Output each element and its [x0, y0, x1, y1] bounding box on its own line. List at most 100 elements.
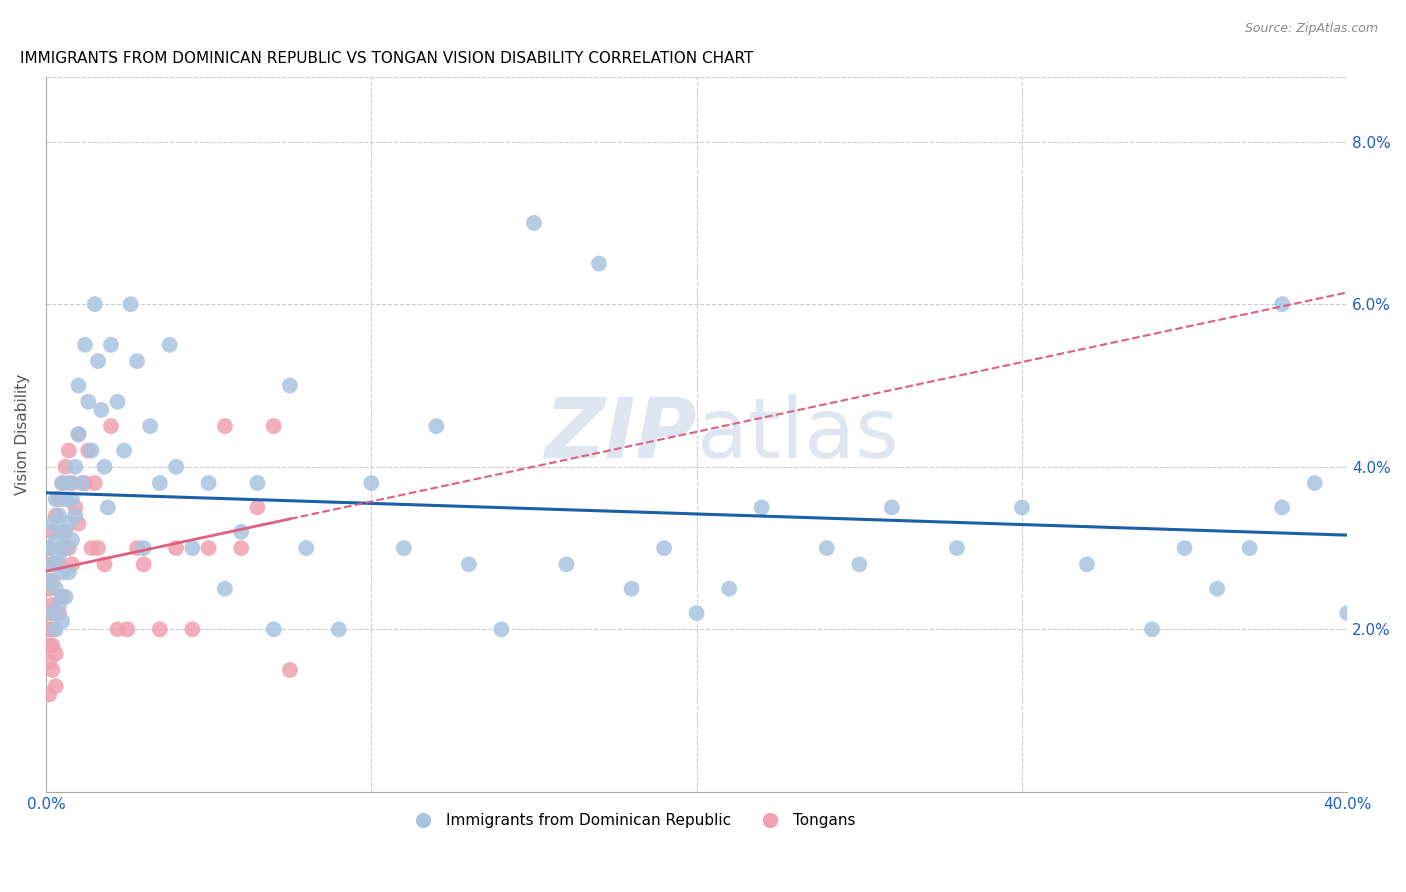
- Point: [139, 419, 162, 434]
- Point: [848, 558, 870, 572]
- Point: [83, 476, 105, 491]
- Point: [73, 476, 96, 491]
- Point: [70, 476, 93, 491]
- Point: [38, 582, 60, 596]
- Point: [149, 623, 172, 637]
- Point: [93, 459, 115, 474]
- Point: [246, 500, 269, 515]
- Point: [685, 606, 707, 620]
- Point: [41, 623, 63, 637]
- Point: [41, 606, 63, 620]
- Point: [58, 516, 80, 531]
- Point: [263, 419, 285, 434]
- Point: [45, 508, 67, 523]
- Point: [65, 508, 87, 523]
- Point: [1239, 541, 1261, 555]
- Point: [41, 558, 63, 572]
- Point: [67, 516, 90, 531]
- Point: [38, 541, 60, 555]
- Point: [107, 623, 129, 637]
- Point: [45, 492, 67, 507]
- Point: [295, 541, 318, 555]
- Point: [87, 354, 110, 368]
- Point: [48, 492, 70, 507]
- Point: [58, 476, 80, 491]
- Point: [328, 623, 350, 637]
- Point: [55, 524, 77, 539]
- Point: [73, 338, 96, 352]
- Point: [45, 647, 67, 661]
- Point: [132, 541, 155, 555]
- Point: [1303, 476, 1326, 491]
- Point: [491, 623, 513, 637]
- Point: [51, 566, 73, 580]
- Point: [1271, 500, 1294, 515]
- Point: [48, 549, 70, 564]
- Point: [278, 378, 301, 392]
- Point: [41, 516, 63, 531]
- Point: [65, 459, 87, 474]
- Y-axis label: Vision Disability: Vision Disability: [15, 374, 30, 495]
- Point: [67, 427, 90, 442]
- Point: [588, 256, 610, 270]
- Point: [38, 558, 60, 572]
- Point: [246, 476, 269, 491]
- Point: [58, 541, 80, 555]
- Point: [1076, 558, 1098, 572]
- Point: [45, 679, 67, 693]
- Point: [55, 541, 77, 555]
- Point: [38, 541, 60, 555]
- Point: [112, 443, 135, 458]
- Point: [149, 476, 172, 491]
- Point: [263, 623, 285, 637]
- Point: [77, 443, 100, 458]
- Point: [55, 590, 77, 604]
- Point: [457, 558, 479, 572]
- Point: [1140, 623, 1163, 637]
- Point: [132, 558, 155, 572]
- Point: [38, 623, 60, 637]
- Point: [197, 541, 219, 555]
- Point: [83, 297, 105, 311]
- Point: [60, 492, 83, 507]
- Point: [80, 541, 103, 555]
- Point: [100, 419, 122, 434]
- Point: [87, 541, 110, 555]
- Point: [125, 541, 148, 555]
- Point: [48, 598, 70, 612]
- Point: [45, 558, 67, 572]
- Point: [117, 623, 139, 637]
- Point: [45, 606, 67, 620]
- Point: [55, 459, 77, 474]
- Point: [165, 541, 187, 555]
- Point: [51, 541, 73, 555]
- Point: [77, 394, 100, 409]
- Point: [45, 533, 67, 547]
- Point: [100, 338, 122, 352]
- Point: [38, 687, 60, 701]
- Point: [620, 582, 643, 596]
- Point: [90, 403, 112, 417]
- Point: [45, 623, 67, 637]
- Point: [214, 582, 236, 596]
- Point: [48, 558, 70, 572]
- Point: [120, 297, 142, 311]
- Point: [41, 558, 63, 572]
- Point: [41, 639, 63, 653]
- Text: IMMIGRANTS FROM DOMINICAN REPUBLIC VS TONGAN VISION DISABILITY CORRELATION CHART: IMMIGRANTS FROM DOMINICAN REPUBLIC VS TO…: [20, 51, 754, 66]
- Point: [67, 427, 90, 442]
- Point: [48, 508, 70, 523]
- Point: [107, 394, 129, 409]
- Point: [51, 590, 73, 604]
- Point: [1271, 297, 1294, 311]
- Point: [97, 500, 120, 515]
- Point: [197, 476, 219, 491]
- Point: [38, 606, 60, 620]
- Point: [946, 541, 969, 555]
- Text: ZIP: ZIP: [544, 393, 696, 475]
- Point: [58, 566, 80, 580]
- Point: [652, 541, 675, 555]
- Point: [48, 606, 70, 620]
- Point: [125, 354, 148, 368]
- Point: [231, 524, 253, 539]
